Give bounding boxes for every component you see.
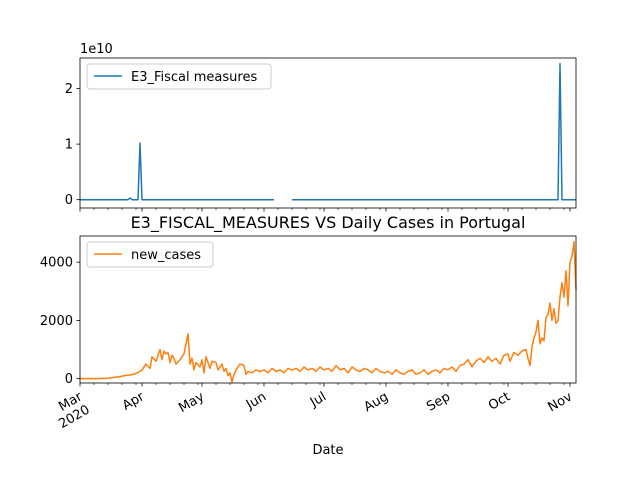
bottom-y-tick-label: 0 [65,372,73,387]
top-legend: E3_Fiscal measures [86,63,272,90]
chart-title: E3_FISCAL_MEASURES VS Daily Cases in Por… [131,213,526,233]
top-y-ticks: 0 1 2 [65,82,80,208]
series-line-e3-fiscal-measures [292,62,576,201]
bottom-legend-label: new_cases [131,248,201,263]
bottom-x-tick-label: Jul [307,389,329,410]
top-y-tick-label: 2 [65,82,73,97]
top-axes-frame [79,57,577,209]
top-series-lines [80,62,576,201]
bottom-legend-box [86,241,214,268]
top-y-tick-label: 1 [65,138,73,153]
top-subplot: 1e10 0 1 2 E3_Fiscal measures [65,42,577,212]
series-line-new-cases [80,241,577,383]
bottom-legend: new_cases [86,241,214,268]
bottom-axes-frame [79,235,577,384]
bottom-series-lines [80,241,577,383]
bottom-y-ticks: 0 2000 4000 [40,256,80,387]
bottom-y-tick-label: 2000 [40,314,73,329]
series-line-e3-fiscal-measures [80,142,274,201]
x-axis-title: Date [312,443,343,458]
top-y-tick-label: 0 [65,193,73,208]
top-offset-text: 1e10 [80,42,113,57]
top-legend-box [86,63,272,90]
bottom-x-tick-label-line: Jul [307,389,329,410]
top-legend-label: E3_Fiscal measures [131,70,257,85]
bottom-y-tick-label: 4000 [40,256,73,271]
